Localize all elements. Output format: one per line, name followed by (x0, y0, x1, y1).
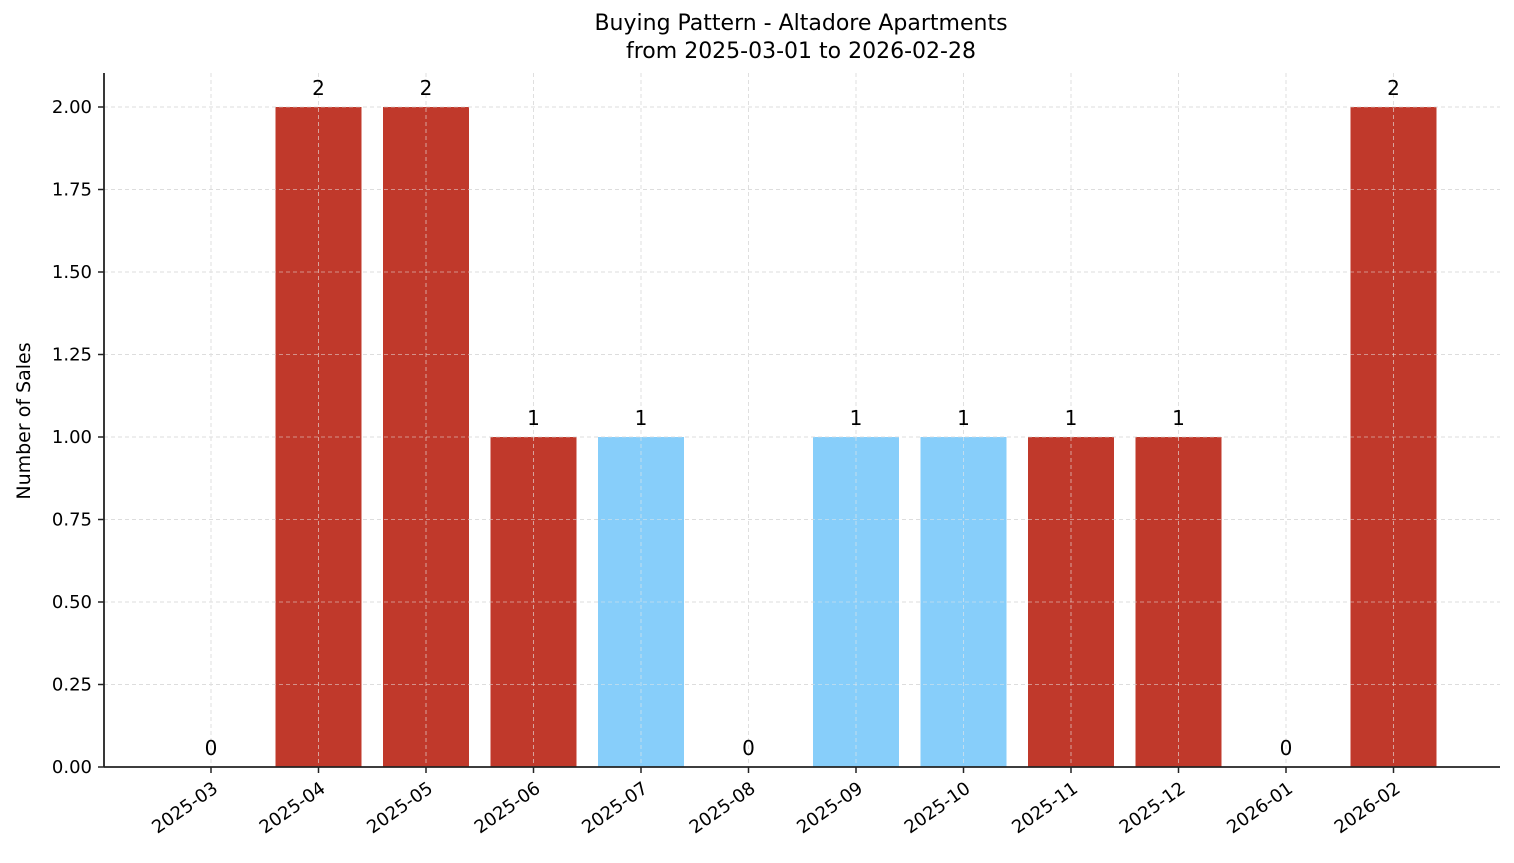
x-tick-label: 2025-05 (363, 778, 437, 838)
x-tick-label: 2025-04 (256, 778, 330, 838)
bar-value-label: 2 (420, 76, 433, 100)
x-tick-label: 2025-03 (148, 778, 222, 838)
bar-value-label: 0 (1280, 736, 1293, 760)
y-tick-label: 2.00 (52, 97, 92, 118)
y-tick-label: 1.75 (52, 180, 92, 201)
x-tick-label: 2025-12 (1116, 778, 1190, 838)
y-tick-label: 0.50 (52, 592, 92, 613)
y-tick-label: 0.25 (52, 675, 92, 696)
bar-value-label: 1 (850, 406, 863, 430)
y-tick-label: 1.25 (52, 345, 92, 366)
bar-value-label: 0 (205, 736, 218, 760)
x-tick-label: 2025-11 (1008, 778, 1082, 838)
bar-value-label: 0 (742, 736, 755, 760)
bar-value-label: 1 (1172, 406, 1185, 430)
bar-value-label: 2 (1387, 76, 1400, 100)
y-tick-label: 0.00 (52, 757, 92, 778)
y-axis-label: Number of Sales (13, 342, 35, 499)
bar-value-label: 1 (957, 406, 970, 430)
y-tick-label: 0.75 (52, 510, 92, 531)
x-tick-label: 2025-08 (686, 778, 760, 838)
y-tick-label: 1.00 (52, 427, 92, 448)
bar-value-label: 1 (1065, 406, 1078, 430)
x-tick-label: 2025-09 (793, 778, 867, 838)
x-tick-label: 2025-07 (578, 778, 652, 838)
chart-title-line1: Buying Pattern - Altadore Apartments (594, 11, 1008, 36)
chart-title-line2: from 2025-03-01 to 2026-02-28 (626, 39, 976, 64)
bar-value-label: 2 (312, 76, 325, 100)
y-tick-label: 1.50 (52, 262, 92, 283)
x-tick-label: 2025-06 (471, 778, 545, 838)
bars: 0 2 2 1 1 0 1 1 1 1 0 2 (104, 73, 1500, 768)
x-tick-label: 2026-01 (1223, 778, 1297, 838)
x-tick-label: 2025-10 (901, 778, 975, 838)
bar-value-label: 1 (527, 406, 540, 430)
x-tick-label: 2026-02 (1331, 778, 1405, 838)
axes: 0.00 0.25 0.50 0.75 1.00 1.25 1.50 1.75 2.00 2025… (52, 73, 1500, 838)
chart-title: Buying Pattern - Altadore Apartments fro… (0, 10, 1514, 66)
bar-value-label: 1 (635, 406, 648, 430)
